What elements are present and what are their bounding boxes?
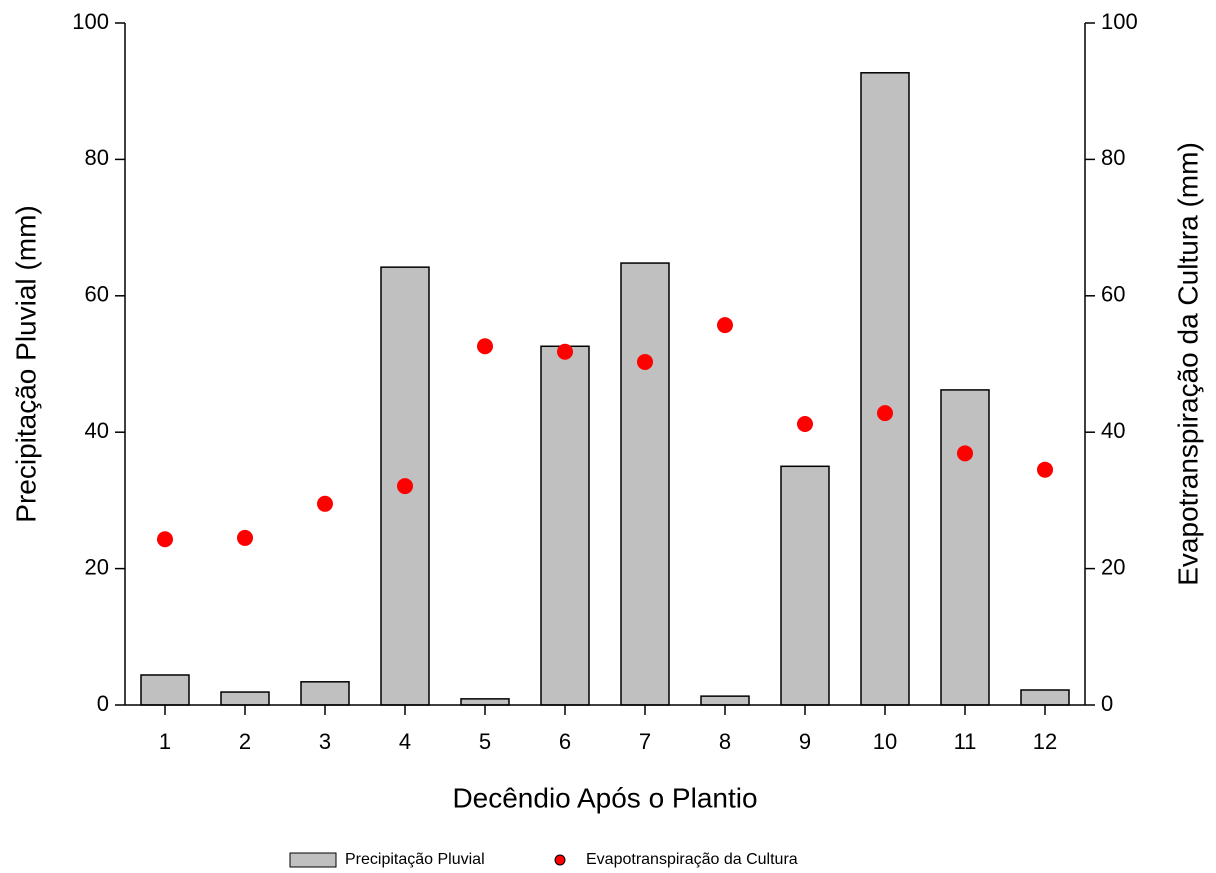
legend-swatch — [289, 852, 337, 868]
point — [717, 317, 733, 334]
bar — [460, 698, 510, 706]
y2-tick-label: 80 — [1101, 145, 1125, 170]
point — [1037, 461, 1053, 478]
y-tick-label: 60 — [85, 282, 109, 307]
point — [877, 405, 893, 422]
point — [957, 445, 973, 462]
bar — [220, 691, 270, 706]
x-tick-label: 8 — [719, 729, 731, 754]
y2-tick-label: 0 — [1101, 691, 1113, 716]
point — [317, 495, 333, 512]
legend-label: Precipitação Pluvial — [345, 851, 485, 868]
x-tick-label: 11 — [954, 729, 977, 754]
point — [157, 531, 173, 548]
bar — [780, 465, 830, 706]
y2-tick-label: 60 — [1101, 282, 1125, 307]
x-tick-label: 9 — [799, 729, 811, 754]
y2-axis-title: Evapotranspiração da Cultura (mm) — [1172, 142, 1203, 586]
bar — [860, 72, 910, 706]
bar — [700, 695, 750, 706]
y2-tick-label: 20 — [1101, 554, 1125, 579]
x-tick-label: 12 — [1033, 729, 1057, 754]
x-tick-label: 7 — [639, 729, 651, 754]
x-tick-label: 3 — [319, 729, 331, 754]
legend-swatch — [554, 854, 566, 866]
bar — [140, 674, 190, 706]
x-tick-label: 2 — [239, 729, 251, 754]
y-tick-label: 80 — [85, 145, 109, 170]
x-tick-label: 10 — [873, 729, 897, 754]
point — [477, 338, 493, 355]
x-axis-title: Decêndio Após o Plantio — [452, 782, 757, 813]
y2-tick-label: 40 — [1101, 418, 1125, 443]
y-tick-label: 0 — [97, 691, 109, 716]
point — [797, 416, 813, 433]
bar — [1020, 689, 1070, 706]
bar — [540, 345, 590, 706]
point — [397, 478, 413, 495]
y-tick-label: 100 — [72, 9, 109, 34]
y-tick-label: 20 — [85, 554, 109, 579]
x-tick-label: 1 — [159, 729, 171, 754]
x-tick-label: 4 — [399, 729, 411, 754]
bar — [620, 262, 670, 706]
point — [237, 529, 253, 546]
point — [637, 353, 653, 370]
point — [557, 343, 573, 360]
y-tick-label: 40 — [85, 418, 109, 443]
bar — [300, 681, 350, 706]
legend-label: Evapotranspiração da Cultura — [586, 851, 798, 868]
x-tick-label: 6 — [559, 729, 571, 754]
x-tick-label: 5 — [479, 729, 491, 754]
y-axis-title: Precipitação Pluvial (mm) — [10, 205, 41, 522]
y2-tick-label: 100 — [1101, 9, 1138, 34]
bar — [940, 389, 990, 706]
